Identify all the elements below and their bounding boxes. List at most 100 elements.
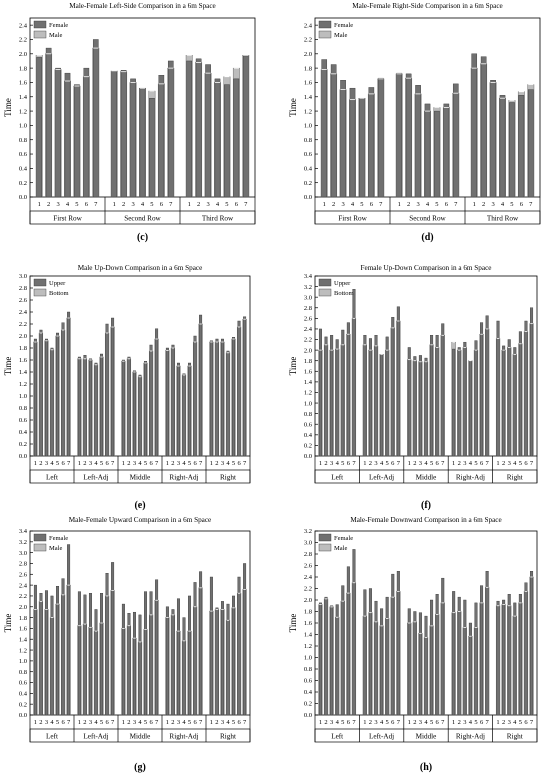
y-axis-label: Time bbox=[3, 357, 13, 376]
bar-upper bbox=[518, 331, 522, 457]
category-label: 2 bbox=[324, 719, 327, 726]
category-label: 2 bbox=[458, 460, 461, 467]
category-label: 1 bbox=[473, 201, 476, 208]
bar-female bbox=[490, 80, 496, 198]
category-label: 6 bbox=[61, 719, 65, 726]
category-label: 2 bbox=[39, 719, 42, 726]
y-tick-label: 0.4 bbox=[304, 166, 313, 173]
category-label: 6 bbox=[149, 719, 153, 726]
y-tick-label: 3.0 bbox=[304, 294, 312, 301]
bar-female bbox=[158, 75, 165, 198]
bar-upper bbox=[496, 320, 500, 457]
bar-female bbox=[480, 585, 484, 716]
category-label: 2 bbox=[482, 201, 485, 208]
y-tick-label: 2.2 bbox=[304, 337, 312, 344]
panel-caption: (e) bbox=[134, 500, 145, 511]
bar-female bbox=[518, 95, 525, 198]
category-label: 6 bbox=[237, 460, 241, 467]
y-tick-label: 1.0 bbox=[19, 658, 27, 665]
category-label: 7 bbox=[486, 719, 490, 726]
bar-female bbox=[36, 57, 43, 198]
y-tick-label: 2.6 bbox=[19, 297, 28, 304]
legend-label: Female bbox=[334, 22, 353, 29]
category-label: 3 bbox=[177, 460, 180, 467]
chart-panel-c: Male-Female Left-Side Comparison in a 6m… bbox=[3, 2, 256, 243]
group-label: Third Row bbox=[202, 215, 234, 223]
category-label: 1 bbox=[122, 719, 125, 726]
y-tick-label: 0.2 bbox=[19, 441, 27, 448]
category-label: 5 bbox=[360, 201, 363, 208]
y-tick-label: 0.4 bbox=[19, 429, 28, 436]
y-tick-label: 2.8 bbox=[304, 551, 312, 558]
bar-female bbox=[243, 563, 247, 716]
y-tick-label: 2.0 bbox=[304, 597, 312, 604]
category-label: 7 bbox=[169, 201, 173, 208]
bar-upper bbox=[121, 359, 125, 457]
legend-swatch bbox=[33, 288, 47, 297]
bar-upper bbox=[468, 360, 472, 457]
y-tick-label: 1.6 bbox=[304, 80, 313, 87]
y-tick-label: 2.2 bbox=[304, 586, 312, 593]
bar-upper bbox=[127, 356, 131, 457]
category-label: 4 bbox=[424, 719, 428, 726]
y-tick-label: 1.6 bbox=[19, 80, 28, 87]
bar-upper bbox=[368, 338, 372, 457]
bar-upper bbox=[188, 362, 192, 457]
bar-female bbox=[77, 591, 81, 716]
category-label: 6 bbox=[445, 201, 449, 208]
y-tick-label: 0.6 bbox=[304, 421, 313, 428]
legend-swatch bbox=[318, 30, 332, 39]
bar-upper bbox=[346, 322, 350, 457]
y-tick-label: 3.0 bbox=[19, 273, 27, 280]
y-tick-label: 0.8 bbox=[19, 137, 27, 144]
group-label: Left-Adj bbox=[83, 474, 108, 482]
y-tick-label: 0.0 bbox=[304, 712, 312, 719]
category-label: 2 bbox=[171, 460, 174, 467]
bar-female bbox=[50, 595, 54, 716]
category-label: 6 bbox=[85, 201, 89, 208]
y-axis-label: Time bbox=[288, 357, 298, 376]
panel-caption: (d) bbox=[421, 232, 433, 243]
legend-label: Female bbox=[49, 535, 68, 542]
category-label: 3 bbox=[330, 719, 333, 726]
category-label: 4 bbox=[380, 460, 384, 467]
bar-female bbox=[368, 87, 375, 198]
category-label: 4 bbox=[501, 201, 505, 208]
y-tick-label: 3.4 bbox=[304, 273, 313, 280]
category-label: 3 bbox=[463, 460, 466, 467]
bar-female bbox=[330, 605, 334, 716]
bar-upper bbox=[430, 335, 434, 457]
category-label: 3 bbox=[133, 460, 136, 467]
y-tick-label: 2.2 bbox=[19, 37, 27, 44]
bar-female bbox=[61, 578, 65, 716]
bar-female bbox=[226, 603, 230, 716]
group-label: Left-Adj bbox=[83, 733, 108, 741]
y-tick-label: 2.6 bbox=[304, 563, 313, 570]
bar-female bbox=[121, 603, 125, 716]
bar-female bbox=[330, 64, 337, 198]
category-label: 1 bbox=[319, 719, 322, 726]
bar-female bbox=[415, 85, 421, 198]
category-label: 1 bbox=[166, 719, 169, 726]
y-tick-label: 2.4 bbox=[19, 309, 28, 316]
bar-female bbox=[111, 71, 118, 198]
bar-female bbox=[127, 613, 131, 716]
category-label: 1 bbox=[34, 460, 37, 467]
y-axis-label: Time bbox=[3, 614, 13, 633]
category-label: 4 bbox=[138, 719, 142, 726]
bar-female bbox=[463, 599, 467, 716]
y-tick-label: 1.2 bbox=[304, 643, 312, 650]
category-label: 2 bbox=[197, 201, 200, 208]
y-tick-label: 1.8 bbox=[19, 615, 27, 622]
bar-female bbox=[424, 103, 431, 198]
category-label: 5 bbox=[100, 719, 103, 726]
panel-caption: (f) bbox=[421, 500, 431, 511]
category-label: 5 bbox=[386, 460, 389, 467]
category-label: 7 bbox=[441, 719, 445, 726]
y-tick-label: 1.0 bbox=[19, 123, 27, 130]
category-label: 1 bbox=[122, 460, 125, 467]
y-tick-label: 0.4 bbox=[19, 691, 28, 698]
category-label: 6 bbox=[235, 201, 239, 208]
category-label: 7 bbox=[530, 719, 534, 726]
category-label: 3 bbox=[133, 719, 136, 726]
